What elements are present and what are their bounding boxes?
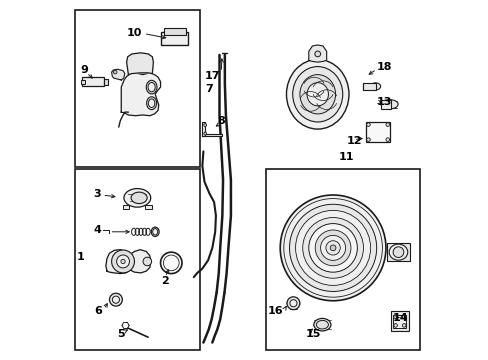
Ellipse shape xyxy=(370,83,380,90)
Bar xyxy=(201,122,205,136)
Polygon shape xyxy=(126,53,153,75)
Circle shape xyxy=(203,132,206,135)
Circle shape xyxy=(320,235,345,260)
Text: 8: 8 xyxy=(217,116,224,126)
Circle shape xyxy=(393,315,397,319)
Ellipse shape xyxy=(146,97,156,110)
Text: 15: 15 xyxy=(305,329,321,339)
Text: 7: 7 xyxy=(205,84,212,94)
Text: 12: 12 xyxy=(346,136,361,146)
Bar xyxy=(386,243,408,261)
Bar xyxy=(363,83,375,90)
Circle shape xyxy=(111,250,134,273)
Text: 14: 14 xyxy=(392,312,407,323)
Text: 11: 11 xyxy=(339,152,354,162)
Polygon shape xyxy=(308,45,326,62)
Text: 5: 5 xyxy=(117,329,125,339)
Bar xyxy=(161,32,188,45)
Polygon shape xyxy=(121,73,160,116)
Text: 2: 2 xyxy=(161,276,169,286)
Circle shape xyxy=(392,247,403,257)
Ellipse shape xyxy=(388,244,407,260)
Circle shape xyxy=(112,296,119,303)
Circle shape xyxy=(116,255,129,268)
Text: 1: 1 xyxy=(77,252,84,262)
Circle shape xyxy=(385,138,389,141)
Bar xyxy=(82,77,104,86)
Ellipse shape xyxy=(380,100,397,109)
Circle shape xyxy=(280,195,385,301)
Bar xyxy=(164,28,185,35)
Ellipse shape xyxy=(316,320,328,329)
Circle shape xyxy=(366,138,369,141)
Circle shape xyxy=(109,293,122,306)
Circle shape xyxy=(121,259,125,264)
Circle shape xyxy=(402,324,405,327)
Circle shape xyxy=(325,241,340,255)
Ellipse shape xyxy=(306,83,328,106)
Bar xyxy=(390,311,408,331)
Ellipse shape xyxy=(131,192,147,203)
Circle shape xyxy=(289,300,296,307)
Circle shape xyxy=(314,51,320,57)
Bar xyxy=(365,122,389,143)
Circle shape xyxy=(315,230,350,266)
Polygon shape xyxy=(106,249,151,274)
Bar xyxy=(104,79,108,85)
Circle shape xyxy=(286,297,299,310)
Text: 10: 10 xyxy=(126,28,142,38)
Ellipse shape xyxy=(299,75,335,114)
Ellipse shape xyxy=(286,59,348,129)
Circle shape xyxy=(203,123,206,126)
Circle shape xyxy=(393,324,397,327)
Text: 4: 4 xyxy=(93,225,101,235)
Ellipse shape xyxy=(148,99,155,108)
Text: 16: 16 xyxy=(267,306,283,316)
Text: 9: 9 xyxy=(81,65,88,75)
Bar xyxy=(75,169,200,350)
Ellipse shape xyxy=(313,319,330,331)
Ellipse shape xyxy=(292,67,342,122)
Ellipse shape xyxy=(148,82,155,92)
Text: 3: 3 xyxy=(93,189,101,199)
Text: 18: 18 xyxy=(376,63,391,72)
Bar xyxy=(75,10,200,167)
Circle shape xyxy=(289,204,376,292)
Bar xyxy=(265,169,419,350)
Circle shape xyxy=(295,210,370,285)
Bar xyxy=(201,134,221,136)
Ellipse shape xyxy=(123,189,150,207)
Polygon shape xyxy=(111,69,124,80)
Text: 13: 13 xyxy=(376,97,391,107)
Text: 6: 6 xyxy=(94,306,102,316)
Bar xyxy=(393,315,406,328)
Bar xyxy=(145,205,151,209)
Circle shape xyxy=(402,315,405,319)
Circle shape xyxy=(329,245,335,251)
Circle shape xyxy=(163,255,179,271)
Text: 17: 17 xyxy=(204,71,220,81)
Circle shape xyxy=(385,123,389,126)
Bar xyxy=(81,80,85,84)
Circle shape xyxy=(143,257,151,266)
Circle shape xyxy=(308,224,357,272)
Ellipse shape xyxy=(146,80,157,94)
Bar xyxy=(123,205,129,209)
Circle shape xyxy=(113,70,117,74)
Circle shape xyxy=(366,123,369,126)
Bar xyxy=(380,100,390,109)
Circle shape xyxy=(302,217,363,278)
Ellipse shape xyxy=(152,229,157,235)
